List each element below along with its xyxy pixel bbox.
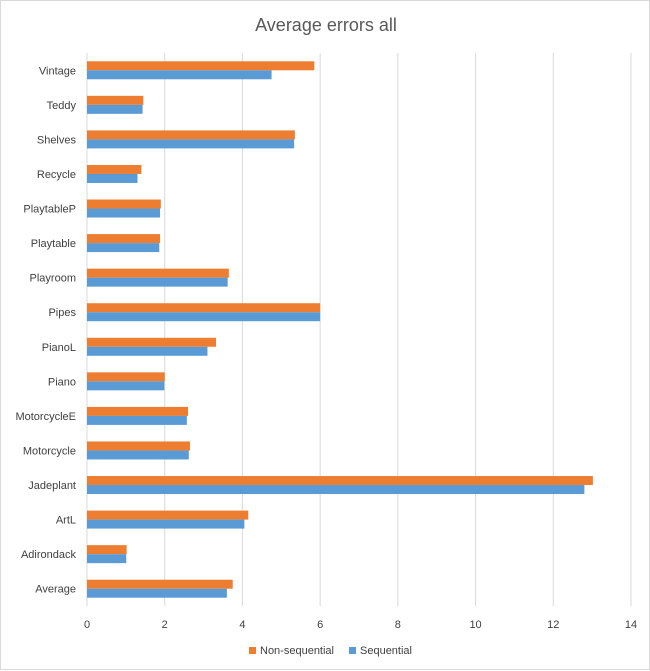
- category-label: ArtL: [56, 515, 76, 527]
- category-label: Shelves: [37, 134, 77, 146]
- category-label: Playtable: [31, 238, 76, 250]
- bar-non-sequential-piano: [87, 372, 165, 382]
- category-label: PlaytableP: [23, 204, 76, 216]
- bar-sequential-pipes: [87, 312, 321, 322]
- x-tick-labels: 0 2 4 6 8 10 12 14: [84, 619, 637, 631]
- bar-non-sequential-motorcyclee: [87, 406, 189, 416]
- bar-non-sequential-shelves: [87, 130, 295, 140]
- bars: [87, 61, 593, 598]
- category-label: PianoL: [42, 342, 76, 354]
- bar-non-sequential-vintage: [87, 61, 315, 71]
- category-labels: Vintage Teddy Shelves Recycle PlaytableP Play…: [15, 65, 76, 595]
- category-label: Pipes: [48, 307, 76, 319]
- x-tick-label-8: 8: [395, 619, 401, 631]
- category-label: MotorcycleE: [15, 411, 76, 423]
- bar-sequential-adirondack: [87, 554, 127, 564]
- x-tick-label-14: 14: [625, 619, 637, 631]
- bar-sequential-motorcycle: [87, 450, 189, 460]
- bar-sequential-shelves: [87, 139, 295, 149]
- bar-sequential-average: [87, 588, 227, 598]
- legend-label-non-sequential: Non-sequential: [260, 645, 334, 657]
- bar-sequential-recycle: [87, 173, 138, 183]
- bar-sequential-jadeplant: [87, 485, 585, 495]
- bar-non-sequential-average: [87, 579, 233, 589]
- bar-sequential-teddy: [87, 104, 143, 114]
- category-label: Piano: [48, 376, 76, 388]
- x-tick-label-10: 10: [469, 619, 481, 631]
- bar-non-sequential-adirondack: [87, 545, 127, 555]
- bar-non-sequential-playtablep: [87, 199, 161, 209]
- category-label: Playroom: [30, 273, 76, 285]
- category-label: Average: [35, 584, 76, 596]
- bar-non-sequential-artl: [87, 510, 249, 520]
- x-tick-label-4: 4: [239, 619, 245, 631]
- x-tick-label-12: 12: [547, 619, 559, 631]
- category-label: Teddy: [47, 100, 77, 112]
- bar-sequential-artl: [87, 519, 245, 529]
- category-label: Recycle: [37, 169, 76, 181]
- bar-sequential-vintage: [87, 70, 272, 80]
- bar-sequential-playroom: [87, 277, 228, 287]
- bar-non-sequential-playtable: [87, 234, 161, 244]
- bar-non-sequential-motorcycle: [87, 441, 190, 451]
- bar-non-sequential-teddy: [87, 95, 144, 105]
- bar-non-sequential-playroom: [87, 268, 229, 278]
- bar-sequential-motorcyclee: [87, 415, 187, 425]
- bar-non-sequential-pianol: [87, 337, 217, 347]
- x-tick-label-0: 0: [84, 619, 90, 631]
- bar-sequential-playtable: [87, 243, 160, 253]
- bar-non-sequential-pipes: [87, 303, 321, 313]
- chart-title: Average errors all: [255, 15, 397, 35]
- category-label: Vintage: [39, 65, 76, 77]
- legend-swatch-non-sequential: [249, 647, 256, 654]
- legend-label-sequential: Sequential: [360, 645, 412, 657]
- category-label: Motorcycle: [23, 445, 76, 457]
- category-label: Jadeplant: [28, 480, 76, 492]
- bar-non-sequential-recycle: [87, 164, 142, 174]
- category-label: Adirondack: [21, 549, 77, 561]
- bar-sequential-piano: [87, 381, 165, 391]
- bar-sequential-playtablep: [87, 208, 161, 218]
- bar-sequential-pianol: [87, 346, 208, 356]
- legend-swatch-sequential: [349, 647, 356, 654]
- x-tick-label-2: 2: [162, 619, 168, 631]
- bar-non-sequential-jadeplant: [87, 476, 593, 486]
- x-tick-label-6: 6: [317, 619, 323, 631]
- legend: Non-sequential Sequential: [249, 645, 412, 657]
